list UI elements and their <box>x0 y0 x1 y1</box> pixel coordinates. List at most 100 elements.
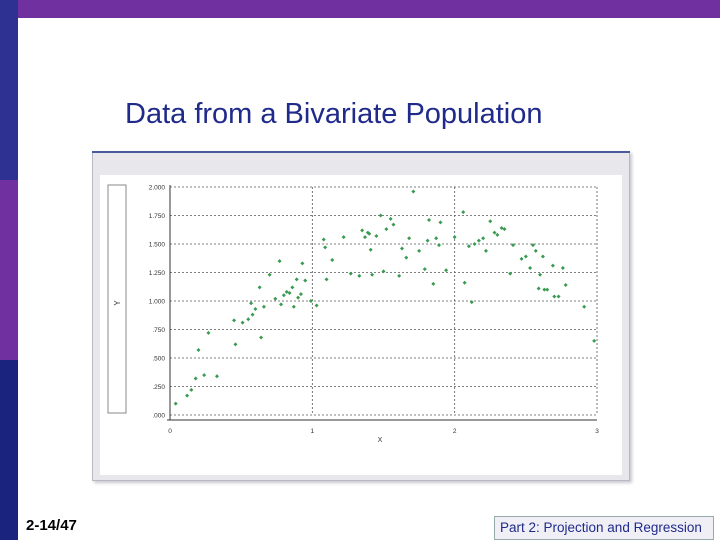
data-point <box>444 268 449 273</box>
data-point <box>290 285 295 290</box>
data-point <box>411 189 416 194</box>
x-tick-label: 3 <box>595 428 599 435</box>
top-accent-bar <box>0 0 720 18</box>
data-point <box>365 230 370 235</box>
left-accent-bar-middle <box>0 180 18 360</box>
data-points <box>173 189 597 406</box>
data-point <box>400 246 405 251</box>
data-point <box>259 335 264 340</box>
y-tick-label: 1.000 <box>149 299 166 306</box>
data-point <box>360 228 365 233</box>
data-point <box>214 374 219 379</box>
data-point <box>277 259 282 264</box>
left-accent-bar-bottom <box>0 360 18 540</box>
data-point <box>523 254 528 259</box>
data-point <box>452 235 457 240</box>
data-point <box>461 210 466 215</box>
data-point <box>431 281 436 286</box>
data-point <box>469 300 474 305</box>
data-point <box>492 230 497 235</box>
data-point <box>592 338 597 343</box>
left-accent-bar-top <box>0 0 18 180</box>
data-point <box>323 245 328 250</box>
y-tick-label: .750 <box>152 327 165 334</box>
scatter-chart: Y X .000 .250 .500 .750 1.000 1.250 1.500 1.750… <box>100 175 622 475</box>
data-point <box>370 272 375 277</box>
data-point <box>368 247 373 252</box>
data-point <box>296 295 301 300</box>
data-point <box>552 294 557 299</box>
data-point <box>300 261 305 266</box>
y-tick-label: .000 <box>152 413 165 420</box>
y-tick-label: 1.750 <box>149 213 166 220</box>
data-point <box>388 216 393 221</box>
data-point <box>425 238 430 243</box>
data-point <box>232 318 237 323</box>
data-point <box>545 287 550 292</box>
data-point <box>502 227 507 232</box>
data-point <box>253 306 258 311</box>
data-point <box>483 248 488 253</box>
data-point <box>391 222 396 227</box>
data-point <box>257 285 262 290</box>
data-point <box>495 232 500 237</box>
data-point <box>536 286 541 291</box>
data-point <box>582 304 587 309</box>
data-point <box>538 272 543 277</box>
tick-labels: .000 .250 .500 .750 1.000 1.250 1.500 1.750 2.00… <box>149 185 599 436</box>
data-point <box>185 393 190 398</box>
data-point <box>324 277 329 282</box>
data-point <box>422 267 427 272</box>
data-point <box>397 273 402 278</box>
data-point <box>434 236 439 241</box>
data-point <box>476 238 481 243</box>
data-point <box>556 294 561 299</box>
chart-frame-top-border <box>92 151 630 153</box>
data-point <box>298 292 303 297</box>
data-point <box>314 303 319 308</box>
y-tick-label: 1.250 <box>149 270 166 277</box>
data-point <box>427 218 432 223</box>
y-tick-label: 1.500 <box>149 242 166 249</box>
data-point <box>550 263 555 268</box>
data-point <box>294 277 299 282</box>
axes <box>167 185 597 421</box>
data-point <box>481 236 486 241</box>
data-point <box>357 273 362 278</box>
data-point <box>279 302 284 307</box>
data-point <box>330 257 335 262</box>
y-tick-label: .250 <box>152 384 165 391</box>
data-point <box>533 248 538 253</box>
slide-title: Data from a Bivariate Population <box>125 98 543 130</box>
data-point <box>417 248 422 253</box>
data-point <box>530 243 535 248</box>
data-point <box>472 242 477 246</box>
data-point <box>488 219 493 224</box>
data-point <box>273 296 278 301</box>
data-point <box>540 254 545 259</box>
x-tick-label: 0 <box>168 428 172 435</box>
data-point <box>499 226 504 231</box>
data-point <box>249 301 254 306</box>
y-label-box <box>107 184 127 414</box>
data-point <box>287 291 292 296</box>
data-point <box>438 220 443 225</box>
footer-label: Part 2: Projection and Regression <box>494 516 714 540</box>
data-point <box>291 304 296 309</box>
data-point <box>250 312 255 317</box>
data-point <box>240 320 245 325</box>
data-point <box>384 227 389 232</box>
data-point <box>508 271 513 276</box>
data-point <box>321 237 326 242</box>
y-tick-label: 2.000 <box>149 185 166 192</box>
data-point <box>206 330 211 335</box>
data-point <box>189 387 194 392</box>
data-point <box>173 401 178 406</box>
slide-number: 2-14/47 <box>26 517 77 534</box>
data-point <box>560 265 565 270</box>
data-point <box>341 235 346 240</box>
data-point <box>233 342 238 347</box>
data-point <box>404 255 409 260</box>
data-point <box>367 231 372 236</box>
data-point <box>303 278 308 283</box>
